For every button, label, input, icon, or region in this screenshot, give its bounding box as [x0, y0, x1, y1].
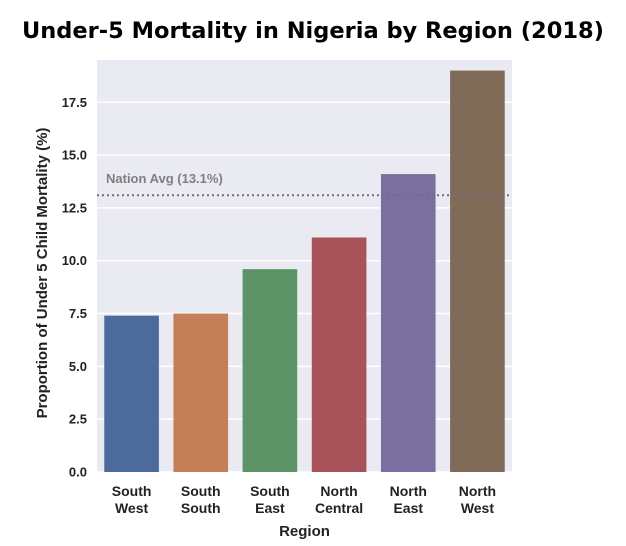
x-tick-label-line: North — [320, 483, 357, 499]
x-tick-label-line: East — [255, 500, 285, 516]
x-tick-label-line: South — [250, 483, 290, 499]
y-tick-label: 5.0 — [69, 359, 87, 374]
bar-north-central — [311, 237, 367, 472]
bar-south-south — [173, 313, 229, 472]
x-tick-label: North West — [459, 483, 496, 516]
bars — [104, 70, 505, 473]
bar-south-west — [104, 315, 159, 472]
x-tick-label-line: North — [390, 483, 427, 499]
x-tick-label-line: West — [115, 500, 149, 516]
chart-title: Under-5 Mortality in Nigeria by Region (… — [22, 18, 604, 44]
y-tick-label: 2.5 — [69, 412, 87, 427]
x-tick-label-line: South — [181, 500, 221, 516]
y-tick-labels: 0.0 2.5 5.0 7.5 10.0 12.5 15.0 17.5 — [62, 95, 87, 480]
x-tick-label-line: East — [393, 500, 423, 516]
y-tick-label: 17.5 — [62, 95, 87, 110]
bar-south-east — [242, 269, 298, 472]
y-tick-label: 0.0 — [69, 465, 87, 480]
y-tick-label: 10.0 — [62, 253, 87, 268]
x-axis-label: Region — [279, 523, 330, 540]
x-tick-label-line: South — [112, 483, 152, 499]
x-tick-label: North East — [390, 483, 427, 516]
x-tick-label-line: North — [459, 483, 496, 499]
gridlines — [97, 101, 512, 473]
bar-north-east — [380, 174, 436, 473]
x-tick-label-line: West — [461, 500, 495, 516]
y-tick-label: 12.5 — [62, 200, 87, 215]
x-tick-label: South South — [181, 483, 221, 516]
x-tick-label-line: South — [181, 483, 221, 499]
plot-area — [97, 60, 512, 472]
y-tick-label: 15.0 — [62, 148, 87, 163]
y-tick-label: 7.5 — [69, 306, 87, 321]
y-axis-label: Proportion of Under 5 Child Mortality (%… — [34, 128, 51, 419]
bar-north-west — [450, 70, 505, 473]
x-tick-label-line: Central — [315, 500, 363, 516]
nation-average-label: Nation Avg (13.1%) — [106, 171, 223, 186]
x-tick-label: North Central — [315, 483, 363, 516]
x-tick-label: South West — [112, 483, 152, 516]
x-tick-label: South East — [250, 483, 290, 516]
